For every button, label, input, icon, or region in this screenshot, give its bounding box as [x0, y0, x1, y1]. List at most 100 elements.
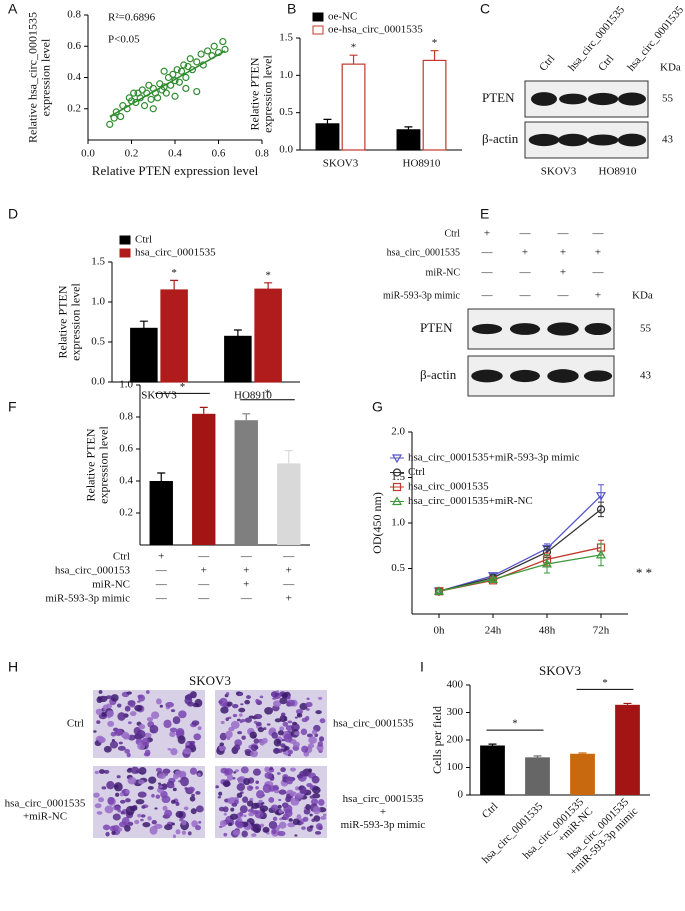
condition-label: miR-593-3p mimic — [383, 290, 461, 301]
cell — [126, 752, 131, 758]
legend-swatch — [119, 248, 131, 258]
x-tick-label: 0.8 — [255, 148, 269, 160]
cell — [197, 772, 202, 777]
cell — [98, 690, 103, 694]
cell — [278, 798, 282, 802]
cell — [251, 802, 260, 809]
point — [106, 120, 114, 128]
x-tick-label: HO8910 — [403, 158, 441, 170]
condition-sign: + — [522, 247, 528, 259]
cell — [305, 804, 311, 810]
cell — [268, 820, 278, 830]
point — [596, 505, 606, 514]
cell — [129, 702, 135, 708]
cell — [280, 743, 286, 748]
cell — [246, 800, 254, 807]
bar — [149, 481, 173, 545]
cell — [296, 712, 303, 718]
condition-label: Ctrl — [444, 228, 460, 239]
y-tick-label: 1.5 — [91, 256, 105, 268]
blot-band — [557, 133, 589, 147]
cell — [318, 736, 325, 742]
panel-label: C — [480, 1, 490, 17]
significance: * * — [636, 565, 652, 580]
lane-label: Ctrl — [596, 53, 616, 74]
error-bar — [488, 743, 497, 746]
x-axis-label: Relative PTEN expression level — [92, 163, 259, 178]
y-tick-label: 1.0 — [279, 69, 293, 81]
cell — [294, 834, 298, 837]
significance: * — [512, 718, 518, 730]
cell — [170, 709, 176, 713]
condition-sign: — — [481, 290, 494, 302]
cell — [153, 823, 163, 829]
error-bar — [157, 472, 166, 481]
cell — [164, 809, 173, 818]
cell — [195, 791, 201, 795]
cell — [287, 720, 293, 724]
cell — [233, 706, 238, 709]
legend-label: oe-hsa_circ_0001535 — [328, 24, 423, 36]
y-axis-label: OD(450 nm) — [370, 492, 384, 554]
blot-band — [471, 369, 503, 383]
cell — [96, 720, 101, 724]
legend-label: Ctrl — [135, 234, 152, 246]
cell — [294, 716, 298, 719]
cell — [105, 831, 110, 837]
cell — [98, 769, 105, 775]
legend-swatch — [119, 235, 131, 245]
cell — [299, 821, 304, 825]
kda-value: 43 — [640, 370, 652, 382]
cell — [177, 735, 186, 744]
cell — [159, 785, 163, 788]
cell — [218, 791, 223, 796]
condition-sign: — — [481, 267, 494, 279]
error-bar — [533, 755, 542, 758]
treatment-label: hsa_circ_000153 — [55, 565, 131, 577]
cell — [225, 717, 229, 722]
cell — [112, 813, 121, 821]
cell — [277, 830, 286, 837]
cell — [243, 777, 251, 786]
point — [595, 549, 607, 559]
annotation: R²=0.6896 — [108, 12, 156, 24]
cell — [193, 733, 202, 741]
cell — [255, 698, 260, 704]
x-tick-label: 0h — [434, 625, 446, 637]
cell — [103, 769, 110, 774]
error-bar — [349, 54, 358, 65]
point — [186, 55, 194, 63]
cell — [295, 709, 304, 715]
point — [433, 586, 445, 595]
cell — [134, 704, 143, 712]
point — [130, 89, 138, 97]
cell — [295, 792, 304, 799]
panel-label: H — [8, 659, 18, 675]
point — [175, 78, 183, 86]
cell — [236, 822, 244, 829]
legend-label: oe-NC — [328, 11, 357, 23]
cell — [291, 723, 300, 732]
cell — [141, 805, 146, 809]
error-bar — [242, 413, 251, 421]
cell — [306, 733, 313, 738]
treatment-sign: — — [155, 565, 168, 577]
cell — [174, 770, 183, 778]
condition-sign: + — [484, 228, 490, 240]
y-axis-label: Relative hsa_circ_0001535expression leve… — [25, 12, 52, 143]
cell — [111, 830, 116, 836]
cell — [311, 818, 316, 823]
condition-label: miR-NC — [426, 267, 461, 278]
treatment-sign: + — [286, 593, 292, 605]
protein-label: β-actin — [482, 131, 519, 146]
y-tick-label: 300 — [447, 706, 464, 718]
cell — [147, 816, 152, 821]
error-bar — [404, 126, 413, 130]
cell — [148, 776, 157, 784]
point — [595, 492, 607, 501]
treatment-label: miR-593-3p mimic — [45, 593, 130, 605]
point — [132, 98, 140, 107]
cell — [257, 727, 265, 733]
x-tick-label: 0.0 — [81, 148, 95, 160]
cell — [312, 786, 321, 794]
